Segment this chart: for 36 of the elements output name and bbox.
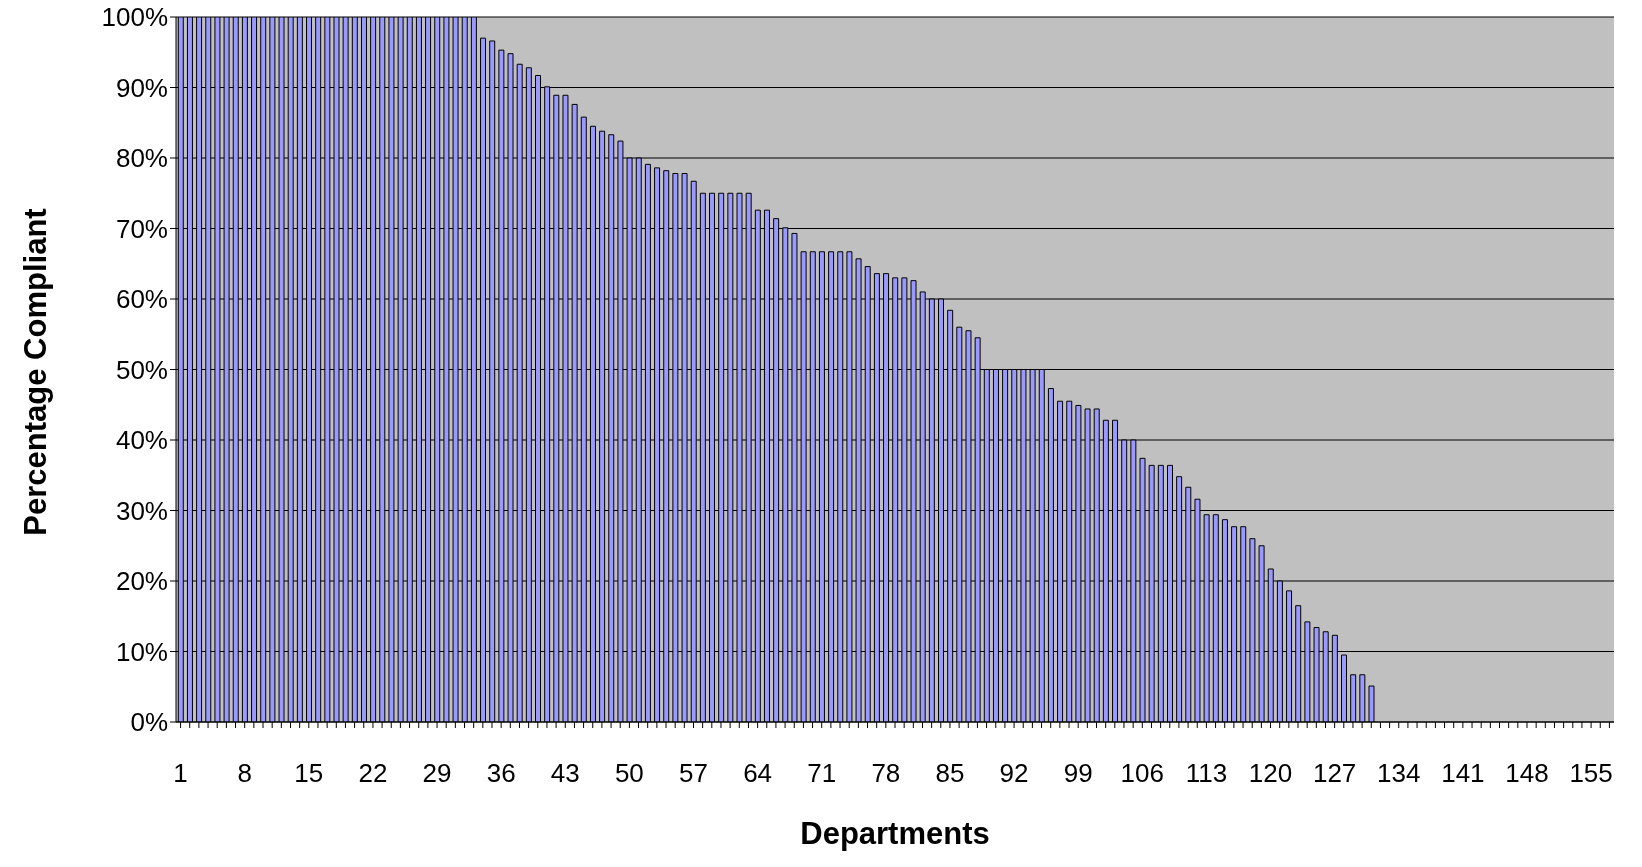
x-tick-label: 29 (422, 758, 452, 788)
x-tick-label: 57 (679, 758, 708, 788)
x-tick-label: 85 (935, 758, 965, 788)
x-tick-label: 141 (1441, 758, 1485, 788)
x-tick-label: 36 (486, 758, 516, 788)
x-tick-label: 134 (1377, 758, 1421, 788)
y-tick-label: 80% (115, 143, 168, 174)
x-tick-label: 64 (743, 758, 773, 788)
x-tick-label: 92 (999, 758, 1029, 788)
y-axis-title: Percentage Compliant (17, 208, 53, 536)
x-tick-label: 78 (871, 758, 901, 788)
y-tick-label: 60% (115, 284, 168, 315)
y-tick-label: 50% (115, 354, 168, 385)
x-tick-label: 99 (1063, 758, 1093, 788)
y-tick-label: 0% (130, 707, 168, 738)
x-axis-title: Departments (800, 816, 990, 851)
y-tick-label: 20% (115, 566, 168, 597)
y-tick-label: 10% (115, 636, 168, 667)
x-tick-label: 155 (1569, 758, 1613, 788)
x-tick-label: 71 (807, 758, 837, 788)
x-tick-label: 113 (1185, 758, 1228, 788)
y-tick-label: 40% (115, 425, 168, 456)
x-tick-label: 15 (294, 758, 324, 788)
x-tick-label: 43 (550, 758, 580, 788)
x-tick-label: 1 (173, 758, 188, 788)
x-tick-label: 127 (1312, 758, 1357, 788)
y-tick-label: 90% (115, 72, 168, 103)
x-tick-label: 8 (237, 758, 252, 788)
y-tick-label: 30% (115, 495, 168, 526)
x-tick-label: 50 (614, 758, 644, 788)
x-tick-label: 22 (358, 758, 388, 788)
x-tick-label: 120 (1248, 758, 1293, 788)
y-tick-label: 100% (101, 2, 168, 33)
y-tick-label: 70% (115, 213, 168, 244)
x-tick-label: 148 (1505, 758, 1549, 788)
x-tick-label: 106 (1120, 758, 1164, 788)
